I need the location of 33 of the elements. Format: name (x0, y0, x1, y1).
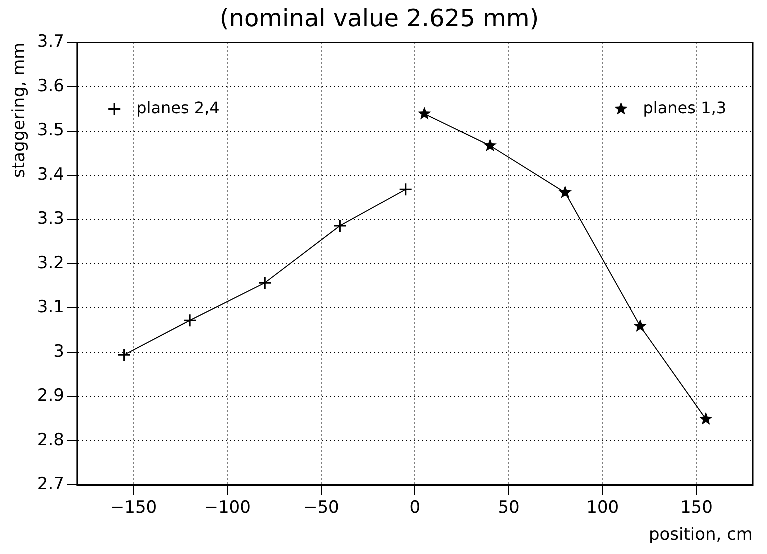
x-tick-label: 50 (498, 498, 520, 518)
point (118, 348, 132, 362)
y-tick-label: 2.8 (37, 430, 64, 450)
y-tick-label: 3.6 (37, 76, 64, 96)
chart-title: (nominal value 2.625 mm) (220, 4, 540, 33)
point (399, 182, 413, 196)
x-tick-label: 150 (680, 498, 713, 518)
y-tick-label: 3.3 (37, 209, 64, 230)
x-axis-title: position, cm (648, 525, 753, 546)
y-tick-label: 3.7 (37, 32, 64, 52)
y-tick-label: 2.7 (37, 474, 64, 495)
point (418, 107, 432, 120)
point (258, 276, 272, 290)
point (634, 319, 648, 332)
y-axis-title: staggering, mm (10, 42, 30, 178)
y-tick-label: 3 (54, 342, 64, 362)
point (183, 314, 197, 328)
y-tick-label: 3.1 (37, 298, 64, 318)
legend-label: planes 2,4 (136, 98, 220, 118)
x-tick-label: −100 (204, 498, 251, 518)
y-tick-label: 2.9 (37, 386, 64, 406)
x-tick-label: −150 (110, 498, 158, 518)
point (699, 412, 713, 425)
legend-label: planes 1,3 (643, 98, 727, 118)
y-tick-label: 3.4 (37, 164, 64, 185)
point (558, 186, 572, 198)
y-tick-label: 3.2 (37, 253, 64, 274)
point (484, 138, 497, 152)
point (333, 219, 347, 233)
x-tick-label: 0 (410, 498, 421, 518)
x-tick-label: −50 (303, 498, 340, 518)
x-tick-label: 100 (586, 498, 620, 518)
y-tick-label: 3.5 (37, 120, 64, 141)
